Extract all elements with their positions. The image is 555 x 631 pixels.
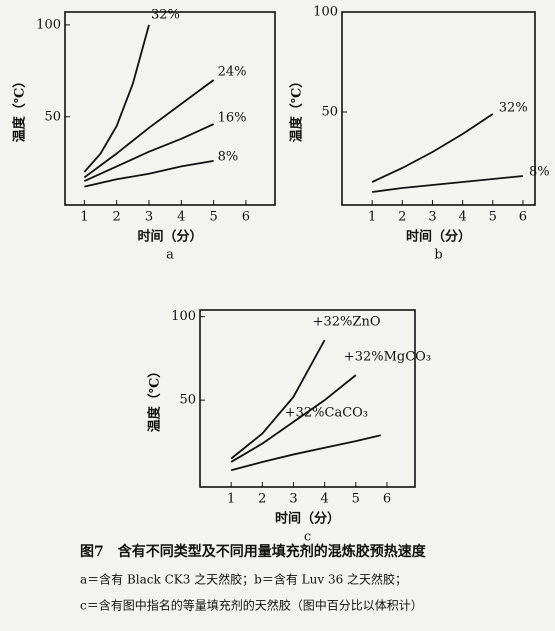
- series-line: [230, 339, 326, 460]
- series-line: [371, 113, 494, 183]
- x-tick-label: 6: [242, 210, 250, 225]
- x-tick-label: 1: [368, 210, 376, 225]
- series-label: 8%: [218, 149, 239, 164]
- y-tick-label: 100: [171, 309, 196, 324]
- series-label: +32%MgCO₃: [344, 350, 431, 365]
- panel-label: a: [166, 248, 174, 263]
- y-tick-label: 50: [179, 393, 196, 408]
- series-label: 24%: [218, 65, 247, 80]
- x-tick-label: 2: [258, 492, 266, 507]
- series-line: [84, 159, 214, 188]
- x-axis-label: 时间（分）: [406, 229, 471, 245]
- caption-line: a＝含有 Black CK3 之天然胶；b＝含有 Luv 36 之天然胶；: [80, 572, 407, 587]
- x-tick-label: 6: [519, 210, 527, 225]
- series-line: [83, 24, 150, 173]
- x-tick-label: 1: [80, 210, 88, 225]
- y-axis-label: 温度（℃）: [289, 75, 305, 143]
- x-tick-label: 6: [383, 492, 391, 507]
- caption-line: c＝含有图中指名的等量填充剂的天然胶（图中百分比以体积计）: [80, 598, 423, 613]
- series-line: [230, 374, 357, 463]
- plot-frame: [64, 11, 276, 206]
- x-tick-label: 5: [489, 210, 497, 225]
- x-axis-label: 时间（分）: [275, 511, 340, 527]
- series-label: 8%: [529, 165, 550, 180]
- y-tick-label: 50: [44, 109, 61, 124]
- caption-title: 图7 含有不同类型及不同用量填充剂的混炼胶预热速度: [80, 543, 427, 560]
- series-label: +32%CaCO₃: [285, 406, 368, 421]
- y-tick-label: 100: [313, 5, 338, 20]
- panel-label: c: [304, 530, 311, 545]
- x-tick-label: 5: [352, 492, 360, 507]
- x-tick-label: 5: [209, 210, 217, 225]
- x-tick-label: 2: [398, 210, 406, 225]
- x-tick-label: 3: [145, 210, 153, 225]
- x-tick-label: 4: [177, 210, 185, 225]
- x-tick-label: 4: [320, 492, 328, 507]
- y-axis-label: 温度（℃）: [147, 365, 163, 433]
- x-axis-label: 时间（分）: [137, 229, 202, 245]
- series-line: [84, 123, 214, 182]
- x-tick-label: 2: [113, 210, 121, 225]
- y-axis-label: 温度（℃）: [12, 75, 28, 143]
- series-label: 32%: [151, 7, 180, 22]
- series-line: [230, 434, 381, 472]
- y-tick-label: 50: [321, 105, 338, 120]
- x-tick-label: 1: [227, 492, 235, 507]
- series-label: +32%ZnO: [313, 315, 381, 330]
- x-tick-label: 3: [428, 210, 436, 225]
- series-line: [372, 175, 524, 193]
- panel-label: b: [434, 248, 442, 263]
- series-label: 32%: [499, 101, 528, 116]
- x-tick-label: 3: [289, 492, 297, 507]
- series-line: [83, 79, 215, 179]
- y-tick-label: 100: [36, 17, 61, 32]
- x-tick-label: 4: [458, 210, 466, 225]
- series-label: 16%: [218, 111, 247, 126]
- plot-frame: [199, 309, 416, 488]
- plot-frame: [341, 11, 536, 206]
